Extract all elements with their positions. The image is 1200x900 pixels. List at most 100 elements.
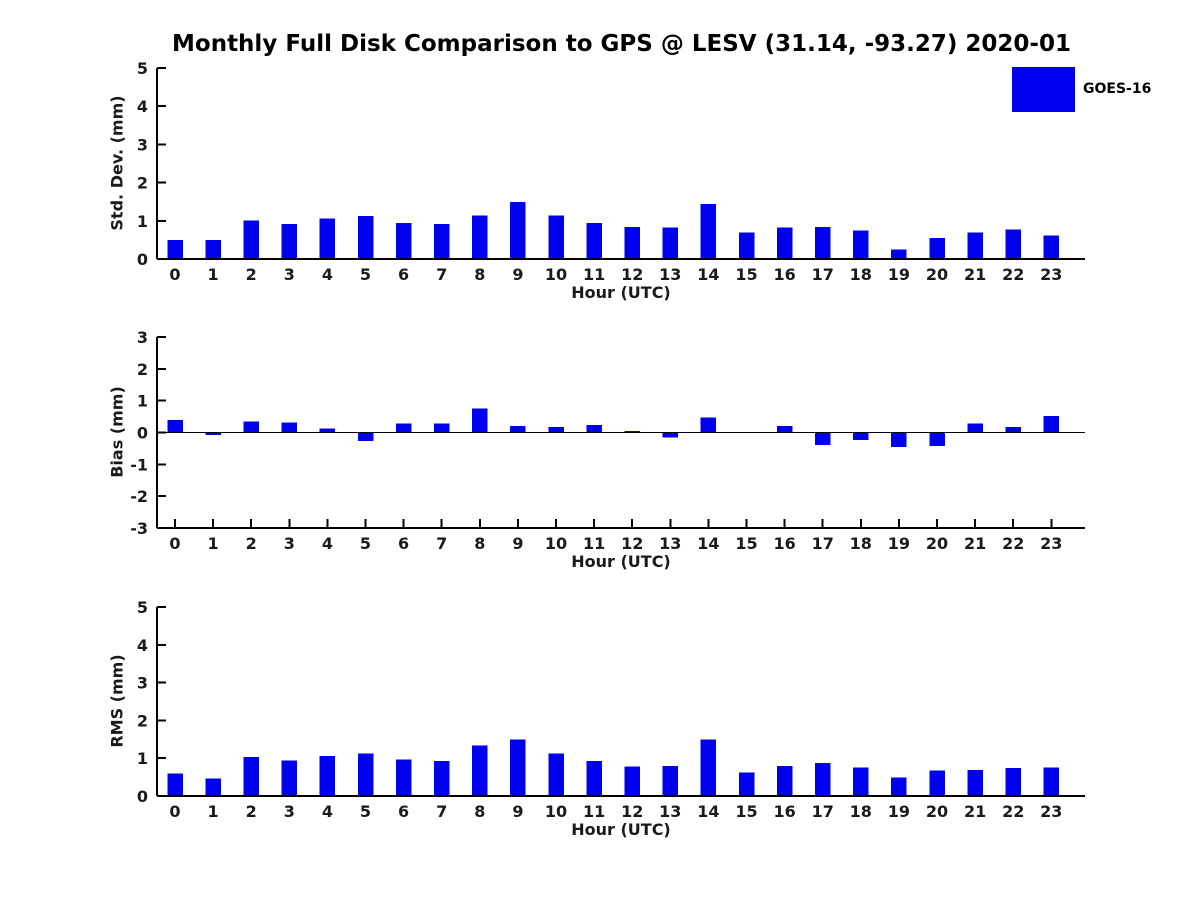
x-tick-label: 17	[812, 265, 834, 284]
y-tick-label: 2	[137, 711, 148, 730]
x-tick-label: 15	[735, 265, 757, 284]
bar-hour-2	[243, 757, 259, 796]
x-tick-label: 1	[208, 265, 219, 284]
bar-hour-2	[243, 220, 259, 259]
x-tick-label: 13	[659, 534, 681, 553]
x-tick-label: 13	[659, 802, 681, 821]
bar-hour-14	[700, 417, 717, 433]
bar-hour-18	[853, 767, 869, 796]
bar-hour-11	[586, 223, 602, 259]
bar-hour-7	[433, 423, 450, 433]
bar-hour-11	[586, 425, 602, 433]
xlabel-hour-utc-1: Hour (UTC)	[571, 283, 671, 302]
bar-hour-10	[548, 215, 564, 259]
y-tick-label: 2	[137, 360, 148, 379]
bar-hour-16	[776, 766, 793, 796]
bar-hour-1	[205, 239, 221, 259]
x-tick-label: 19	[888, 265, 910, 284]
x-tick-label: 1	[208, 534, 219, 553]
x-tick-label: 9	[512, 802, 523, 821]
bar-hour-17	[815, 432, 831, 446]
y-tick-label: -2	[130, 487, 148, 506]
y-tick-label: 4	[137, 636, 148, 655]
x-tick-label: 7	[436, 265, 447, 284]
bar-hour-6	[395, 223, 412, 259]
bar-hour-0	[167, 420, 183, 433]
bar-hour-22	[1005, 427, 1021, 433]
y-tick-label: -3	[130, 519, 148, 538]
x-tick-label: 0	[169, 802, 180, 821]
x-tick-label: 15	[735, 534, 757, 553]
bar-hour-23	[1043, 767, 1060, 796]
x-tick-label: 14	[697, 802, 719, 821]
x-tick-label: 18	[850, 265, 872, 284]
x-tick-label: 6	[398, 534, 409, 553]
xlabel-hour-utc-2: Hour (UTC)	[571, 552, 671, 571]
x-tick-label: 23	[1040, 265, 1062, 284]
x-tick-label: 11	[583, 802, 605, 821]
x-tick-label: 20	[926, 802, 948, 821]
bar-hour-19	[891, 249, 907, 259]
x-tick-label: 15	[735, 802, 757, 821]
bar-hour-3	[281, 223, 298, 259]
bar-hour-3	[281, 422, 298, 433]
bar-hour-1	[205, 778, 221, 796]
x-tick-label: 2	[246, 802, 257, 821]
bar-hour-6	[395, 423, 412, 433]
bar-hour-13	[662, 766, 678, 796]
bar-hour-19	[891, 777, 907, 796]
bar-hour-21	[967, 769, 983, 796]
x-tick-label: 12	[621, 802, 643, 821]
bar-hour-14	[700, 739, 717, 796]
bar-hour-23	[1043, 235, 1060, 259]
y-tick-label: 1	[137, 212, 148, 231]
x-tick-label: 10	[545, 802, 567, 821]
bar-hour-4	[319, 755, 336, 796]
x-tick-label: 9	[512, 534, 523, 553]
legend-swatch-goes16	[1012, 67, 1075, 112]
bar-hour-12	[624, 430, 640, 433]
x-tick-label: 16	[773, 534, 795, 553]
y-tick-label: 0	[137, 787, 148, 806]
bar-hour-13	[662, 227, 678, 259]
bar-hour-8	[472, 408, 488, 433]
bar-hour-13	[662, 432, 678, 438]
y-tick-label: -1	[130, 455, 148, 474]
x-tick-label: 8	[474, 534, 485, 553]
bar-hour-2	[243, 421, 259, 433]
x-tick-label: 9	[512, 265, 523, 284]
x-tick-label: 19	[888, 802, 910, 821]
x-tick-label: 3	[284, 265, 295, 284]
y-tick-label: 0	[137, 424, 148, 443]
bar-hour-9	[510, 739, 526, 796]
bar-hour-19	[891, 432, 907, 447]
x-tick-label: 11	[583, 534, 605, 553]
x-tick-label: 18	[850, 802, 872, 821]
xlabel-hour-utc-3: Hour (UTC)	[571, 820, 671, 839]
x-tick-label: 17	[812, 802, 834, 821]
x-tick-label: 2	[246, 534, 257, 553]
x-tick-label: 16	[773, 265, 795, 284]
x-tick-label: 14	[697, 534, 719, 553]
y-tick-label: 3	[137, 328, 148, 347]
y-tick-label: 0	[137, 250, 148, 269]
x-tick-label: 12	[621, 534, 643, 553]
x-tick-label: 4	[322, 802, 333, 821]
x-tick-label: 22	[1002, 802, 1024, 821]
x-tick-label: 5	[360, 265, 371, 284]
x-tick-label: 23	[1040, 802, 1062, 821]
bar-hour-22	[1005, 768, 1021, 796]
bar-hour-20	[929, 238, 945, 259]
bar-hour-9	[510, 425, 526, 433]
y-tick-label: 5	[137, 598, 148, 617]
bar-hour-21	[967, 423, 983, 433]
bar-hour-4	[319, 218, 336, 259]
x-tick-label: 10	[545, 534, 567, 553]
y-tick-label: 5	[137, 59, 148, 78]
bar-hour-7	[433, 761, 450, 796]
x-tick-label: 21	[964, 802, 986, 821]
x-tick-label: 23	[1040, 534, 1062, 553]
y-tick-label: 3	[137, 135, 148, 154]
